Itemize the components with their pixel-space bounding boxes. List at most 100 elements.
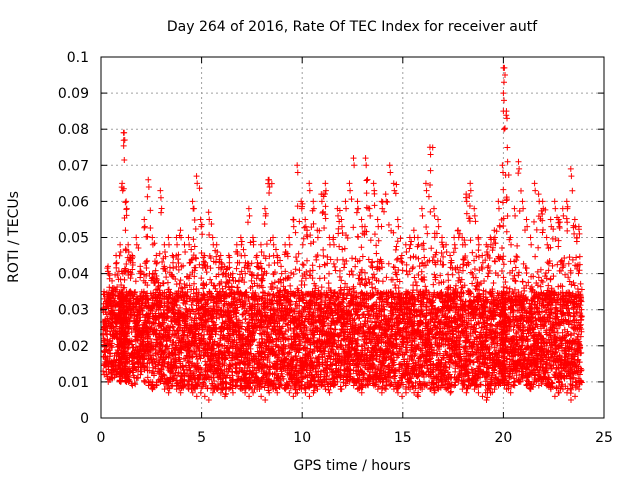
data-point: [106, 347, 113, 354]
data-point: [201, 393, 208, 400]
data-point: [121, 157, 128, 164]
data-point: [338, 386, 345, 393]
data-point: [109, 277, 116, 284]
data-point: [170, 265, 177, 272]
data-point: [314, 252, 321, 259]
data-point: [286, 389, 293, 396]
data-point: [336, 273, 343, 280]
data-point: [350, 155, 357, 162]
data-points: [100, 64, 585, 403]
data-point: [198, 275, 205, 282]
data-point: [165, 389, 172, 396]
data-point: [298, 277, 305, 284]
data-point: [367, 237, 374, 244]
data-point: [293, 356, 300, 363]
data-point: [144, 193, 151, 200]
data-point: [310, 239, 317, 246]
data-point: [326, 270, 333, 277]
data-point: [158, 205, 165, 212]
data-point: [117, 378, 124, 385]
data-point: [287, 282, 294, 289]
data-point: [266, 189, 273, 196]
data-point: [197, 389, 204, 396]
data-point: [141, 223, 148, 230]
data-point: [207, 276, 214, 283]
data-point: [320, 252, 327, 259]
data-point: [117, 241, 124, 248]
data-point: [363, 204, 370, 211]
data-point: [122, 227, 129, 234]
data-point: [157, 187, 164, 194]
data-point: [113, 259, 120, 266]
data-point: [109, 375, 116, 382]
data-point: [164, 279, 171, 286]
data-point: [299, 241, 306, 248]
data-point: [293, 254, 300, 261]
data-point: [113, 371, 120, 378]
data-point: [343, 205, 350, 212]
data-point: [177, 389, 184, 396]
data-point: [100, 335, 107, 342]
data-point: [149, 241, 156, 248]
data-point: [294, 162, 301, 169]
data-point: [109, 295, 116, 302]
data-point: [246, 212, 253, 219]
data-point: [174, 241, 181, 248]
data-point: [119, 289, 126, 296]
data-point: [177, 227, 184, 234]
data-point: [358, 244, 365, 251]
data-point: [258, 393, 265, 400]
data-point: [161, 248, 168, 255]
data-point: [245, 205, 252, 212]
data-point: [177, 277, 184, 284]
data-point: [358, 216, 365, 223]
data-point: [246, 393, 253, 400]
data-point: [119, 180, 126, 187]
data-point: [104, 336, 111, 343]
data-point: [331, 263, 338, 270]
data-point: [348, 196, 355, 203]
data-point: [330, 241, 337, 248]
data-point: [250, 389, 257, 396]
data-point: [101, 288, 108, 295]
data-point: [293, 258, 300, 265]
data-point: [302, 389, 309, 396]
data-point: [350, 224, 357, 231]
data-point: [292, 229, 299, 236]
data-point: [213, 241, 220, 248]
data-point: [286, 234, 293, 241]
data-point: [144, 233, 151, 240]
data-point: [302, 216, 309, 223]
data-point: [122, 199, 129, 206]
data-point: [121, 276, 128, 283]
data-point: [340, 264, 347, 271]
data-point: [306, 187, 313, 194]
data-point: [296, 267, 303, 274]
data-point: [335, 212, 342, 219]
data-point: [203, 269, 210, 276]
data-point: [199, 231, 206, 238]
data-point: [346, 180, 353, 187]
data-point: [261, 205, 268, 212]
data-point: [295, 250, 302, 257]
data-point: [191, 243, 198, 250]
data-point: [363, 190, 370, 197]
data-point: [114, 272, 121, 279]
data-point: [349, 255, 356, 262]
data-point: [166, 241, 173, 248]
data-point: [118, 325, 125, 332]
data-point: [147, 225, 154, 232]
data-point: [143, 264, 150, 271]
data-point: [108, 307, 115, 314]
data-point: [314, 234, 321, 241]
data-point: [237, 234, 244, 241]
data-point: [354, 198, 361, 205]
data-point: [147, 207, 154, 214]
data-point: [330, 260, 337, 267]
data-point: [321, 274, 328, 281]
data-point: [234, 284, 241, 291]
data-point: [145, 183, 152, 190]
data-point: [105, 263, 112, 270]
data-point: [192, 264, 199, 271]
data-point: [300, 262, 307, 269]
